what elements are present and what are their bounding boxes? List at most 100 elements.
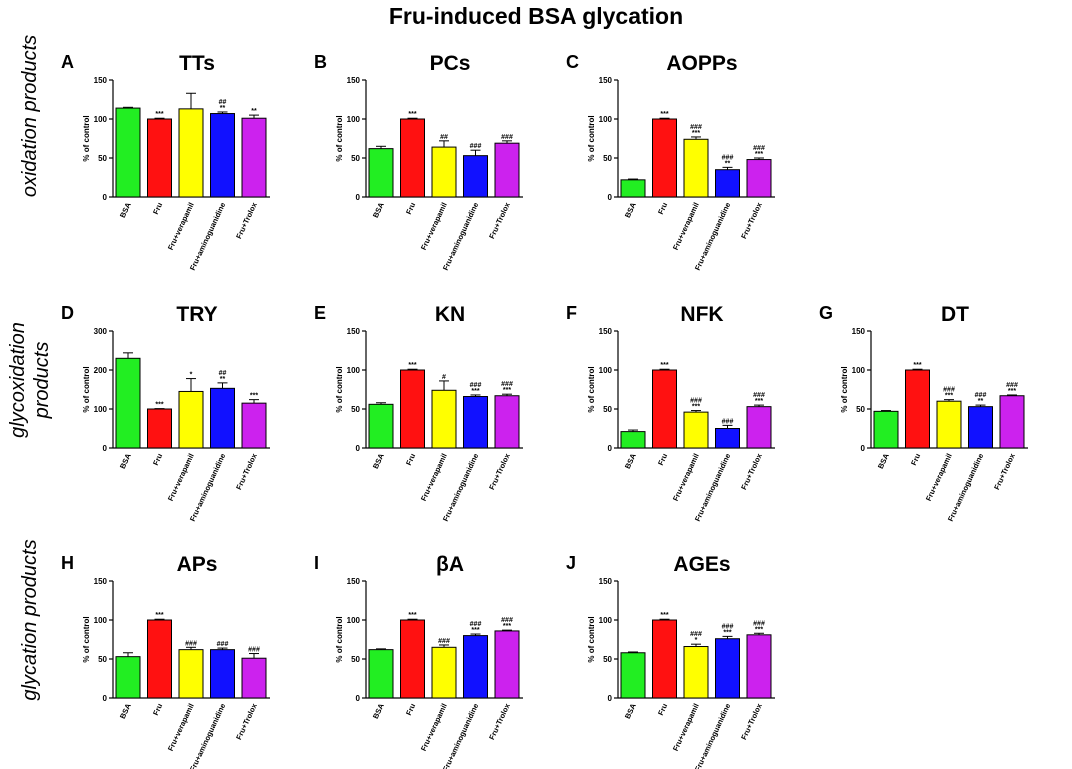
bar-fru-trolox [241, 402, 267, 449]
significance-label: *** [155, 111, 163, 118]
x-tick-label: Fru+aminoguanidine [946, 452, 985, 523]
significance-label: *** [692, 404, 700, 411]
y-axis-label: % of control [82, 366, 91, 412]
x-tick-label: Fru+aminoguanidine [188, 702, 227, 769]
x-tick-label: BSA [118, 452, 133, 471]
x-tick-label: Fru+aminoguanidine [188, 452, 227, 523]
bar-fru-verapamil [683, 138, 709, 198]
significance-label: ### [975, 392, 987, 399]
x-tick-label: Fru+verapamil [924, 452, 954, 502]
x-tick-label: Fru+Trolox [739, 701, 764, 741]
panel-letter: I [314, 553, 319, 573]
y-tick-label: 150 [852, 327, 866, 336]
significance-label: *** [471, 388, 479, 395]
bar-bsa [620, 179, 646, 198]
panel-letter: D [61, 303, 74, 323]
x-tick-label: Fru+verapamil [671, 201, 701, 251]
panel-title: KN [435, 303, 465, 326]
chart-panel-g: G DT% of control050100150BSA***Fru###***F… [819, 303, 1028, 523]
panel-letter: H [61, 553, 74, 573]
significance-label: *** [913, 362, 921, 369]
panel-letter: A [61, 52, 74, 72]
bar-fru-aminoguanidine [210, 649, 235, 699]
significance-label: ## [440, 134, 448, 141]
y-tick-label: 50 [351, 405, 360, 414]
x-tick-label: BSA [623, 452, 638, 471]
y-axis-label: % of control [82, 115, 91, 161]
x-tick-label: BSA [371, 452, 386, 471]
y-tick-label: 150 [599, 327, 613, 336]
bar-fru-aminoguanidine [715, 638, 740, 699]
bar-fru-trolox [746, 406, 772, 449]
bar-fru-aminoguanidine [715, 169, 740, 198]
significance-label: *** [408, 362, 416, 369]
x-tick-label: Fru [656, 201, 669, 216]
x-tick-label: Fru+aminoguanidine [693, 201, 732, 272]
significance-label: ### [753, 620, 765, 627]
y-tick-label: 100 [599, 115, 613, 124]
significance-label: *** [755, 398, 763, 405]
significance-label: ### [753, 145, 765, 152]
x-tick-label: Fru+Trolox [234, 451, 259, 491]
y-tick-label: 0 [356, 193, 361, 202]
bar-fru-verapamil [683, 411, 709, 449]
panel-letter: B [314, 52, 327, 72]
y-tick-label: 100 [599, 366, 613, 375]
significance-label: ### [470, 621, 482, 628]
y-tick-label: 300 [94, 327, 108, 336]
x-tick-label: Fru+aminoguanidine [693, 452, 732, 523]
x-tick-label: Fru+verapamil [166, 452, 196, 502]
bar-fru-aminoguanidine [968, 406, 993, 449]
x-tick-label: Fru+Trolox [739, 200, 764, 240]
y-tick-label: 50 [856, 405, 865, 414]
y-tick-label: 0 [861, 444, 866, 453]
y-tick-label: 50 [351, 154, 360, 163]
x-tick-label: BSA [118, 201, 133, 220]
significance-label: ### [722, 623, 734, 630]
x-tick-label: Fru+aminoguanidine [441, 702, 480, 769]
y-tick-label: 0 [103, 444, 108, 453]
bar-bsa [368, 649, 394, 699]
x-tick-label: Fru+verapamil [671, 452, 701, 502]
chart-panel-e: E KN % of control 0 50 100 150 BSA *** Fru # Fru+ve… [314, 303, 523, 523]
y-tick-label: 150 [599, 76, 613, 85]
bar-bsa [873, 410, 899, 449]
y-axis-label: % of control [82, 616, 91, 662]
bar-fru-trolox [494, 395, 520, 449]
y-tick-label: 100 [94, 115, 108, 124]
x-tick-label: BSA [371, 702, 386, 721]
y-tick-label: 0 [103, 694, 108, 703]
significance-label: ### [722, 418, 734, 425]
panel-letter: J [566, 553, 576, 573]
significance-label: ### [438, 638, 450, 645]
significance-label: *** [660, 111, 668, 118]
significance-label: *** [755, 626, 763, 633]
x-tick-label: Fru+aminoguanidine [441, 201, 480, 272]
y-axis-label: % of control [335, 366, 344, 412]
y-tick-label: 0 [608, 444, 613, 453]
significance-label: ### [943, 387, 955, 394]
bar-fru-trolox [746, 634, 772, 699]
significance-label: ### [690, 631, 702, 638]
bar-fru-verapamil [431, 389, 457, 449]
y-tick-label: 50 [603, 154, 612, 163]
bar-bsa [115, 107, 141, 198]
x-tick-label: Fru+Trolox [234, 200, 259, 240]
chart-panel-f: F NFK% of control050100150BSA***Fru###***… [566, 303, 775, 523]
bar-fru-verapamil [178, 108, 204, 198]
x-tick-label: Fru+verapamil [419, 702, 449, 752]
bar-fru-verapamil [431, 646, 457, 699]
y-tick-label: 100 [94, 616, 108, 625]
bar-fru-trolox [241, 117, 267, 198]
bar-fru-verapamil [178, 390, 204, 449]
y-tick-label: 100 [94, 405, 108, 414]
y-tick-label: 50 [603, 405, 612, 414]
bar-fru [652, 118, 677, 198]
bar-bsa [620, 431, 646, 449]
significance-label: *** [723, 629, 731, 636]
significance-label: ### [690, 398, 702, 405]
y-axis-label: % of control [335, 616, 344, 662]
bar-fru-aminoguanidine [463, 635, 488, 699]
